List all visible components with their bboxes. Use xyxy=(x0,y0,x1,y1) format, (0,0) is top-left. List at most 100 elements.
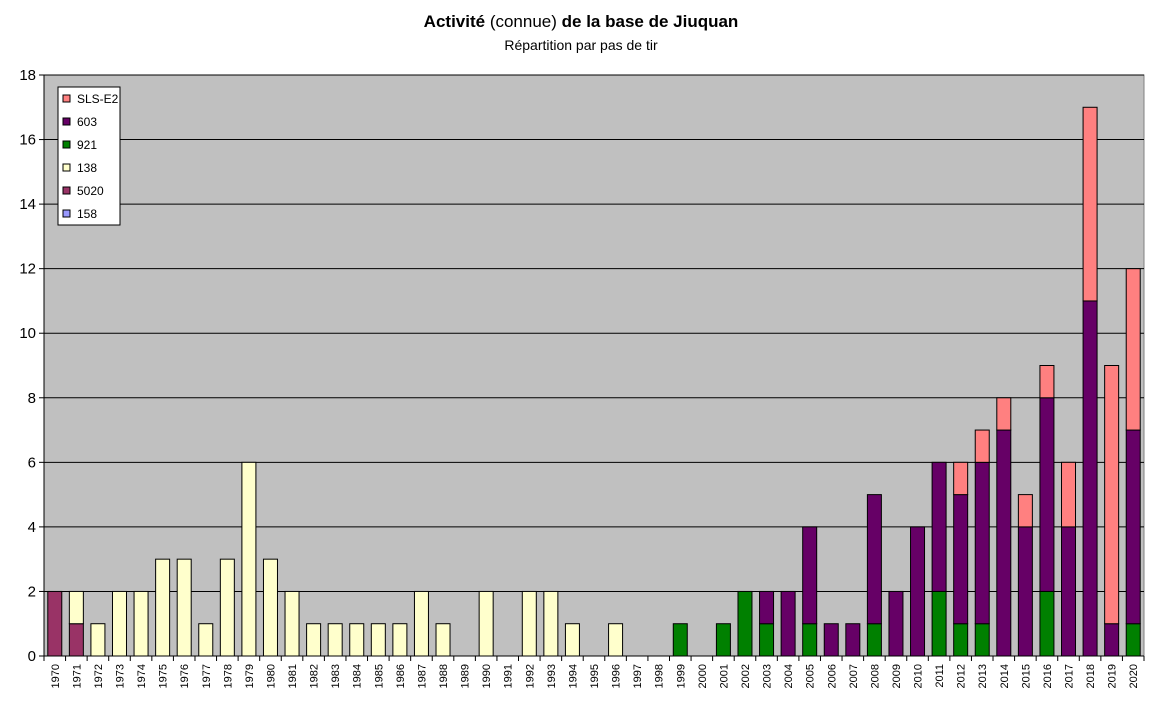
bar-segment-921-2016 xyxy=(1039,590,1055,657)
legend-swatch-138 xyxy=(62,163,71,172)
x-tick-label: 2007 xyxy=(848,664,860,688)
legend-label-5020: 5020 xyxy=(77,184,104,198)
bar-segment-603-2005 xyxy=(802,526,818,625)
bar-segment-5020-1970 xyxy=(47,590,63,657)
bar-segment-138-1978 xyxy=(219,558,235,657)
bar-segment-921-2001 xyxy=(715,623,731,657)
bar-segment-sls-e2-2018 xyxy=(1082,106,1098,302)
bar-segment-603-2019 xyxy=(1104,623,1120,657)
bar-segment-921-2005 xyxy=(802,623,818,657)
bar-segment-603-2020 xyxy=(1125,429,1141,625)
legend-label-138: 138 xyxy=(77,161,97,175)
x-tick-label: 2000 xyxy=(697,664,709,688)
x-tick-label: 2014 xyxy=(999,664,1011,688)
bar-segment-921-1999 xyxy=(672,623,688,657)
bar-segment-921-2003 xyxy=(759,623,775,657)
x-tick-label: 2020 xyxy=(1128,664,1140,688)
bar-segment-603-2012 xyxy=(953,494,969,625)
bar-segment-603-2009 xyxy=(888,590,904,657)
bar-segment-921-2020 xyxy=(1125,623,1141,657)
x-tick-label: 1984 xyxy=(352,664,364,688)
legend-label-158: 158 xyxy=(77,207,97,221)
bar-segment-921-2011 xyxy=(931,590,947,657)
x-tick-label: 1995 xyxy=(589,664,601,688)
y-tick-label: 8 xyxy=(28,390,36,407)
axes xyxy=(39,74,1145,661)
x-tick-label: 1978 xyxy=(222,664,234,688)
y-tick-label: 18 xyxy=(19,67,36,84)
bar-segment-138-1985 xyxy=(370,623,386,657)
x-tick-label: 1989 xyxy=(460,664,472,688)
x-tick-label: 2013 xyxy=(977,664,989,688)
x-tick-label: 2008 xyxy=(869,664,881,688)
bar-segment-138-1982 xyxy=(306,623,322,657)
bar-segment-sls-e2-2013 xyxy=(974,429,990,463)
bar-segment-138-1996 xyxy=(608,623,624,657)
legend-swatch-603 xyxy=(62,117,71,126)
y-tick-label: 10 xyxy=(19,325,36,342)
y-tick-labels: 0 2 4 6 8 10 12 14 16 18 xyxy=(19,67,36,665)
bar-segment-sls-e2-2015 xyxy=(1017,494,1033,528)
x-tick-label: 1987 xyxy=(416,664,428,688)
x-tick-label: 1982 xyxy=(309,664,321,688)
bar-segment-138-1993 xyxy=(543,590,559,657)
title-part-2: (connue) xyxy=(485,12,562,31)
x-tick-label: 1980 xyxy=(265,664,277,688)
x-tick-label: 1974 xyxy=(136,664,148,688)
bar-segment-603-2018 xyxy=(1082,300,1098,657)
bar-segment-921-2008 xyxy=(866,623,882,657)
bar-segment-138-1977 xyxy=(198,623,214,657)
x-tick-label: 2004 xyxy=(783,664,795,688)
x-tick-label: 1985 xyxy=(373,664,385,688)
x-tick-label: 2009 xyxy=(891,664,903,688)
x-tick-label: 1996 xyxy=(611,664,623,688)
x-tick-label: 1971 xyxy=(71,664,83,688)
y-tick-label: 12 xyxy=(19,261,36,278)
x-tick-label: 1999 xyxy=(675,664,687,688)
x-tick-label: 1970 xyxy=(50,664,62,688)
bar-segment-138-1980 xyxy=(262,558,278,657)
bar-segment-603-2008 xyxy=(866,494,882,625)
bar-segment-603-2013 xyxy=(974,461,990,625)
x-tick-label: 2010 xyxy=(913,664,925,688)
bar-segment-603-2017 xyxy=(1061,526,1077,657)
x-tick-label: 2018 xyxy=(1085,664,1097,688)
bar-segment-138-1988 xyxy=(435,623,451,657)
bar-segment-138-1971 xyxy=(68,590,84,625)
bar-segment-sls-e2-2014 xyxy=(996,397,1012,431)
bar-segment-921-2012 xyxy=(953,623,969,657)
x-tick-label: 1990 xyxy=(481,664,493,688)
bar-segment-5020-1971 xyxy=(68,623,84,657)
bar-segment-138-1973 xyxy=(111,590,127,657)
y-tick-label: 0 xyxy=(28,648,36,665)
x-tick-label: 1994 xyxy=(567,664,579,688)
bar-segment-138-1981 xyxy=(284,590,300,657)
legend-swatch-158 xyxy=(62,209,71,218)
x-tick-label: 2002 xyxy=(740,664,752,688)
x-tick-label: 2012 xyxy=(956,664,968,688)
legend-box xyxy=(57,86,121,226)
bar-segment-138-1984 xyxy=(349,623,365,657)
y-tick-label: 6 xyxy=(28,454,36,471)
bar-segment-921-2013 xyxy=(974,623,990,657)
chart-title: Activité (connue) de la base de Jiuquan xyxy=(0,12,1162,32)
legend-swatch-5020 xyxy=(62,186,71,195)
bar-segment-138-1986 xyxy=(392,623,408,657)
bar-segment-138-1990 xyxy=(478,590,494,657)
legend-label-603: 603 xyxy=(77,115,97,129)
legend-swatch-sls-e2 xyxy=(62,94,71,103)
y-tick-label: 16 xyxy=(19,132,36,149)
legend-swatch-921 xyxy=(62,140,71,149)
bar-segment-138-1992 xyxy=(521,590,537,657)
x-tick-label: 2016 xyxy=(1042,664,1054,688)
x-tick-label: 2015 xyxy=(1020,664,1032,688)
bar-segment-sls-e2-2016 xyxy=(1039,365,1055,399)
bar-segment-138-1983 xyxy=(327,623,343,657)
bar-segment-138-1975 xyxy=(155,558,171,657)
bar-segment-603-2015 xyxy=(1017,526,1033,657)
x-tick-label: 1988 xyxy=(438,664,450,688)
bar-segment-138-1987 xyxy=(413,590,429,657)
bar-segment-138-1972 xyxy=(90,623,106,657)
x-tick-label: 1976 xyxy=(179,664,191,688)
